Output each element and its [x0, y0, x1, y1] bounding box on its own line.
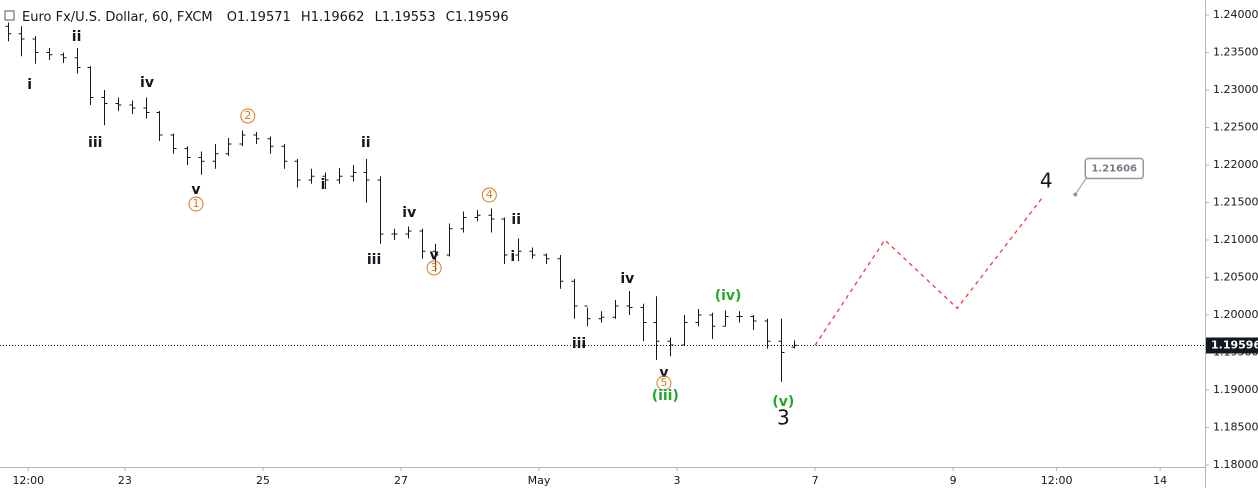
wave-label: v — [191, 182, 200, 198]
x-tick-label: 7 — [812, 474, 819, 487]
wave-label: 5 — [660, 376, 667, 389]
y-tick-label: 1.18500 — [1213, 420, 1258, 433]
x-tick-label: 14 — [1153, 474, 1167, 487]
wave-label: (iii) — [652, 388, 679, 404]
wave-label: 3 — [777, 406, 790, 430]
y-tick-label: 1.21000 — [1213, 233, 1258, 246]
ohlc-value: 1.19571 — [237, 10, 291, 25]
ohlc-value: 1.19596 — [455, 10, 509, 25]
wave-label: (v) — [772, 394, 794, 410]
wave-circle — [426, 260, 442, 276]
wave-label: iii — [88, 135, 102, 151]
wave-circle — [656, 375, 672, 391]
ohlc-prefix: O — [227, 10, 237, 25]
wave-label: iii — [572, 336, 586, 352]
wave-circle — [481, 187, 497, 203]
y-tick-label: 1.21500 — [1213, 195, 1258, 208]
wave-label: 2 — [244, 109, 251, 122]
x-tick-label: 23 — [118, 474, 132, 487]
wave-label: i — [510, 249, 515, 265]
wave-label: ii — [511, 212, 521, 228]
wave-label: iii — [367, 252, 381, 268]
y-tick-label: 1.23500 — [1213, 45, 1258, 58]
y-tick-label: 1.22500 — [1213, 120, 1258, 133]
wave-label: i — [321, 177, 326, 193]
x-tick-label: 9 — [950, 474, 957, 487]
y-tick-label: 1.22000 — [1213, 158, 1258, 171]
last-price-label: 1.19596 — [1211, 339, 1258, 352]
wave-circle — [240, 108, 256, 124]
wave-label: iv — [140, 75, 154, 91]
x-tick-label: 25 — [256, 474, 270, 487]
wave-label: iv — [402, 205, 416, 221]
collapse-icon[interactable] — [4, 10, 15, 21]
target-label: 1.21606 — [1091, 164, 1137, 175]
y-tick-label: 1.23000 — [1213, 83, 1258, 96]
wave-label: 4 — [486, 188, 493, 201]
wave-label: ii — [72, 29, 82, 45]
wave-label: (iv) — [715, 288, 742, 304]
y-tick-label: 1.18000 — [1213, 458, 1258, 471]
y-tick-label: 1.20000 — [1213, 308, 1258, 321]
y-tick-label: 1.24000 — [1213, 8, 1258, 21]
chart-title: Euro Fx/U.S. Dollar, 60, FXCM — [22, 10, 213, 25]
ohlc-prefix: C — [446, 10, 455, 25]
y-tick-label: 1.19000 — [1213, 383, 1258, 396]
y-tick-label: 1.20500 — [1213, 270, 1258, 283]
target-pointer — [1074, 176, 1088, 195]
target-box — [1084, 157, 1145, 180]
wave-label: iv — [620, 271, 634, 287]
wave-label: ii — [361, 135, 371, 151]
x-tick-label: 27 — [394, 474, 408, 487]
wave-label: v — [659, 365, 668, 381]
last-price-box — [1206, 337, 1258, 354]
ohlc-value: 1.19553 — [382, 10, 436, 25]
wave-circle — [188, 196, 204, 212]
wave-label: 4 — [1040, 169, 1053, 193]
ohlc-value: 1.19662 — [311, 10, 365, 25]
wave-label: 3 — [431, 261, 438, 274]
wave-label: 1 — [193, 197, 200, 210]
x-tick-label: 12:00 — [1041, 474, 1073, 487]
x-tick-label: 3 — [674, 474, 681, 487]
wave-label: v — [430, 248, 439, 264]
header: Euro Fx/U.S. Dollar, 60, FXCM O1.19571 H… — [22, 10, 509, 25]
ohlc-prefix: L — [375, 10, 383, 25]
wave-label: i — [27, 77, 32, 93]
x-tick-label: 12:00 — [12, 474, 44, 487]
ohlc-prefix: H — [301, 10, 311, 25]
x-tick-label: May — [528, 474, 551, 487]
projection-line — [814, 197, 1043, 346]
